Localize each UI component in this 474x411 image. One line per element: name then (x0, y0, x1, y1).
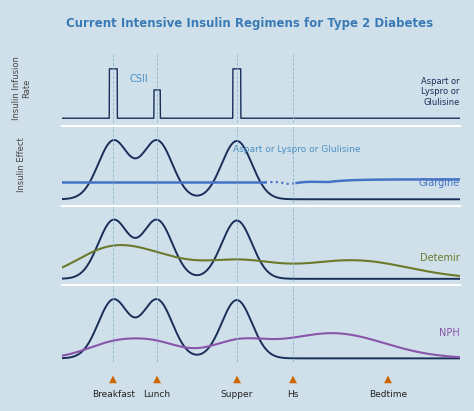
Text: NPH: NPH (439, 328, 460, 338)
Text: Bedtime: Bedtime (369, 390, 407, 399)
Text: ▲: ▲ (153, 374, 161, 384)
Text: Glargine: Glargine (419, 178, 460, 188)
Text: Current Intensive Insulin Regimens for Type 2 Diabetes: Current Intensive Insulin Regimens for T… (65, 17, 433, 30)
Text: CSII: CSII (129, 74, 148, 84)
Text: ▲: ▲ (109, 374, 118, 384)
Text: Supper: Supper (220, 390, 253, 399)
Text: ▲: ▲ (384, 374, 392, 384)
Text: Aspart or Lyspro or Glulisine: Aspart or Lyspro or Glulisine (233, 145, 360, 154)
Text: ▲: ▲ (233, 374, 241, 384)
Text: Breakfast: Breakfast (92, 390, 135, 399)
Text: ▲: ▲ (289, 374, 297, 384)
Text: Insulin Infusion
Rate: Insulin Infusion Rate (12, 56, 31, 120)
Text: Detemir: Detemir (420, 253, 460, 263)
Text: Lunch: Lunch (144, 390, 171, 399)
Text: Hs: Hs (287, 390, 298, 399)
Text: Aspart or
Lyspro or
Glulisine: Aspart or Lyspro or Glulisine (421, 77, 460, 107)
Text: Insulin Effect: Insulin Effect (18, 137, 26, 192)
